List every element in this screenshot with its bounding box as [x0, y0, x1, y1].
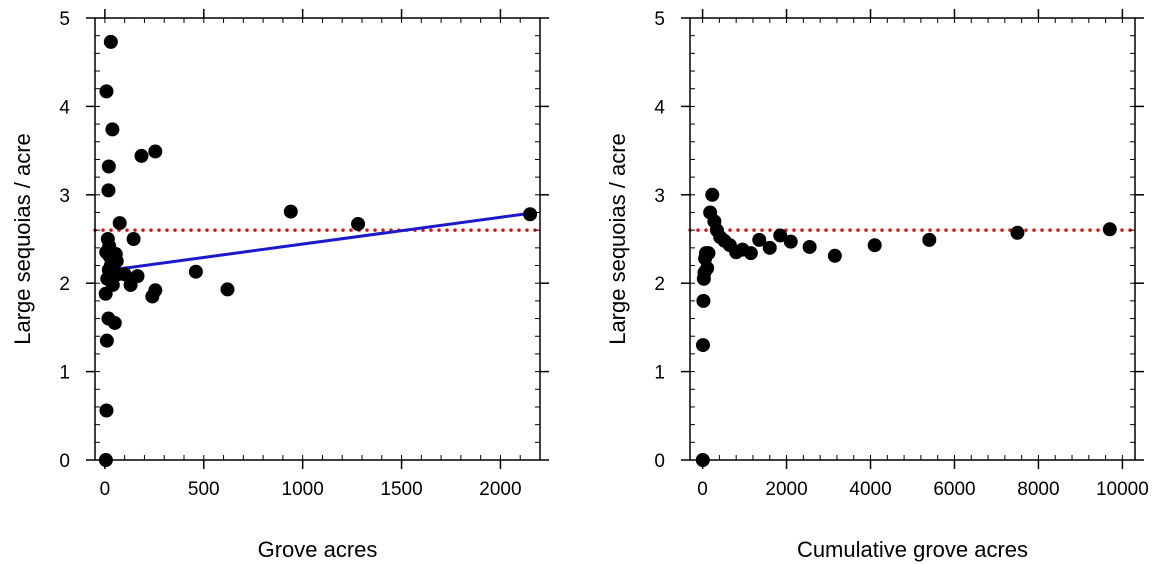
panel-cumulative-grove-acres: 0 2000 4000 6000 8000 10000 0 1 2 3 4 5 Cumulative g…	[605, 9, 1149, 562]
x-tick-label: 4000	[849, 479, 891, 500]
data-point	[99, 403, 114, 418]
data-point	[827, 248, 842, 263]
y-tick-label: 5	[654, 9, 665, 30]
y-tick-label: 5	[59, 9, 70, 30]
plot-frame	[689, 17, 1136, 461]
x-tick-label: 8000	[1017, 479, 1059, 500]
data-point	[109, 254, 124, 269]
data-point	[700, 261, 715, 276]
x-tick-label: 500	[188, 479, 220, 500]
y-tick-label: 1	[59, 363, 70, 384]
x-tick-label: 6000	[933, 479, 975, 500]
data-point	[1102, 222, 1117, 237]
x-axis-title: Cumulative grove acres	[797, 537, 1028, 562]
plot-frame	[94, 17, 541, 461]
data-point	[101, 159, 116, 174]
regression-line	[104, 210, 537, 273]
data-point	[220, 282, 235, 297]
data-point	[1010, 225, 1025, 240]
data-point	[126, 232, 141, 246]
x-tick-label: 1500	[380, 479, 422, 500]
y-tick-label: 2	[59, 274, 70, 295]
y-tick-label: 4	[59, 97, 70, 118]
data-point	[105, 122, 120, 137]
data-point	[523, 207, 538, 222]
x-axis-title: Grove acres	[258, 537, 378, 562]
x-tick-label: 2000	[479, 479, 521, 500]
y-tick-label: 0	[654, 451, 665, 472]
data-point	[148, 283, 163, 298]
data-point	[99, 333, 114, 348]
data-point	[130, 269, 145, 284]
data-point	[101, 183, 116, 198]
data-point	[705, 187, 720, 202]
data-point	[117, 267, 132, 282]
y-axis-title: Large sequoias / acre	[10, 133, 35, 345]
data-point	[743, 246, 758, 261]
x-tick-label: 2000	[765, 479, 807, 500]
data-point	[922, 232, 937, 247]
panel-grove-acres: 0 500 1000 1500 2000 0 1 2 3 4 5 Grove acres Large s…	[10, 9, 549, 562]
data-point	[99, 84, 114, 99]
y-axis-title: Large sequoias / acre	[605, 133, 630, 345]
data-point	[103, 34, 118, 49]
data-point	[112, 216, 127, 231]
data-point	[188, 264, 203, 279]
data-point	[773, 228, 788, 243]
data-point	[105, 277, 120, 292]
x-tick-label: 0	[100, 479, 111, 500]
y-tick-label: 1	[654, 363, 665, 384]
data-point	[283, 204, 298, 219]
data-point	[783, 234, 798, 249]
data-point	[107, 315, 122, 330]
data-point	[148, 144, 163, 159]
data-point	[696, 293, 711, 308]
data-point	[762, 240, 777, 255]
data-point	[134, 148, 149, 163]
data-point	[696, 338, 711, 353]
x-tick-label: 1000	[282, 479, 324, 500]
y-tick-label: 4	[654, 97, 665, 118]
data-point	[701, 246, 716, 261]
data-point	[752, 232, 767, 247]
y-tick-label: 3	[59, 186, 70, 207]
y-tick-label: 3	[654, 186, 665, 207]
data-point	[867, 238, 882, 253]
x-tick-label: 10000	[1096, 479, 1149, 500]
data-point	[351, 216, 366, 231]
data-point	[802, 239, 817, 254]
y-tick-label: 0	[59, 451, 70, 472]
y-tick-label: 2	[654, 274, 665, 295]
x-tick-label: 0	[697, 479, 708, 500]
